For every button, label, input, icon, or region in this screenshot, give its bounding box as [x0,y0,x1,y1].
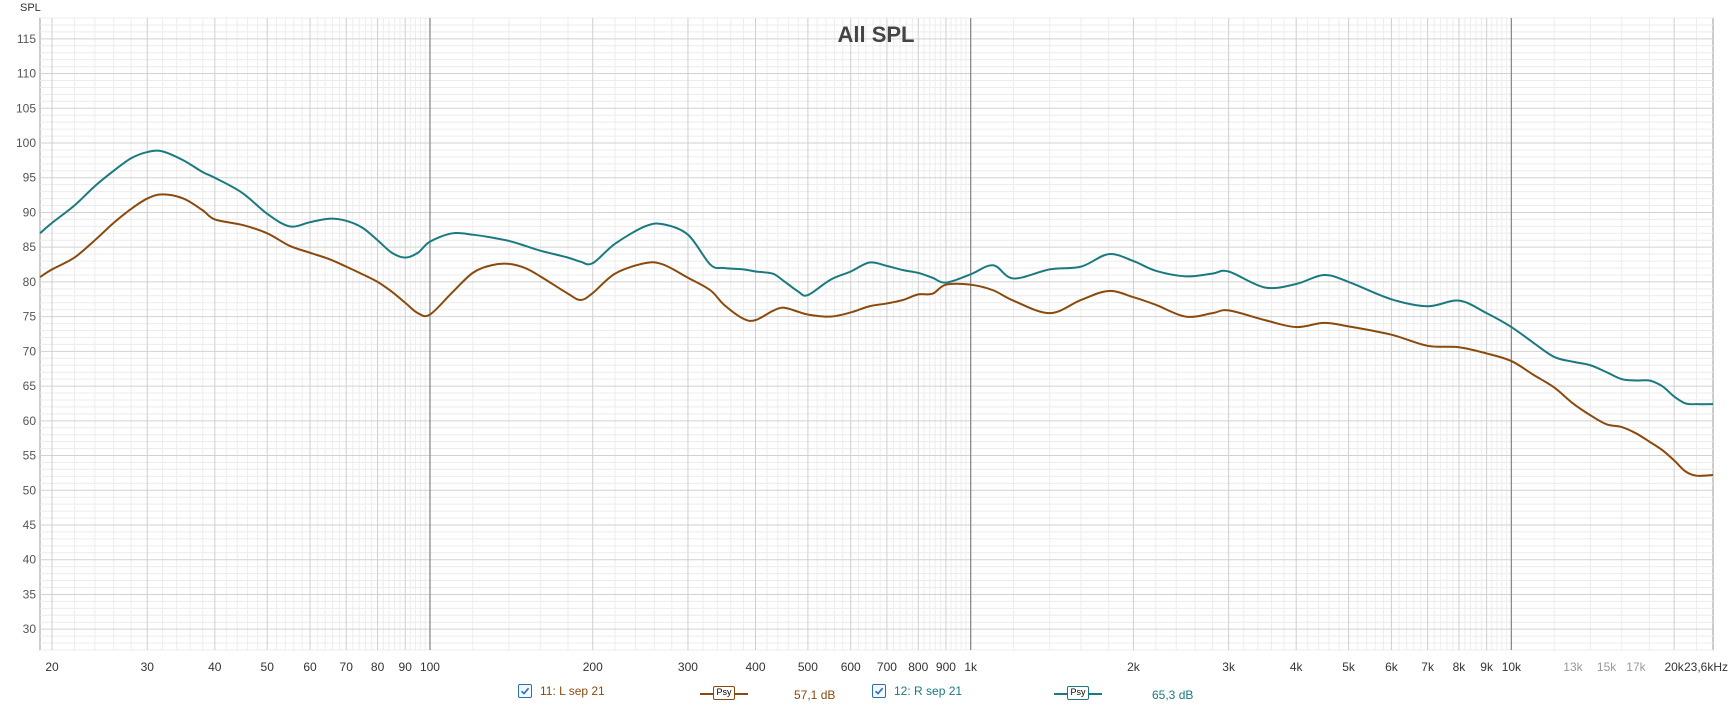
x-tick-label: 2k [1127,660,1141,674]
y-tick-labels: 30 35 40 45 50 55 60 65 70 75 80 85 90 95 100 105 110 115 [16,32,36,636]
y-tick-label: 105 [16,101,36,115]
series-layer [39,149,1714,477]
x-tick-label: 200 [583,660,603,674]
legend: 11: L sep 21 Psy 57,1 dB 12: R sep 21 Ps… [0,680,1732,706]
y-tick-label: 85 [23,240,37,254]
x-tick-label: 90 [399,660,413,674]
y-tick-label: 95 [23,171,37,185]
y-tick-label: 55 [23,449,37,463]
chart-title: All SPL [837,22,914,47]
x-tick-label: 60 [303,660,317,674]
checkbox-checked-icon[interactable] [518,684,532,698]
x-tick-label: 80 [371,660,385,674]
psy-label-r: Psy [1067,686,1089,700]
x-tick-label: 900 [936,660,956,674]
plot-background [39,17,1714,651]
psy-smoothing-control-r[interactable]: Psy [1054,686,1102,700]
x-tick-label: 3k [1222,660,1236,674]
y-tick-label: 40 [23,553,37,567]
psy-label-l: Psy [713,686,735,700]
x-tick-label: 70 [340,660,354,674]
x-tick-label: 300 [678,660,698,674]
x-tick-label: 5k [1342,660,1356,674]
x-tick-label: 500 [798,660,818,674]
x-tick-label: 800 [908,660,928,674]
x-tick-label: 700 [877,660,897,674]
y-tick-label: 90 [23,205,37,219]
x-tick-label: 30 [141,660,155,674]
x-tick-label: 6k [1385,660,1399,674]
legend-value-l: 57,1 dB [794,688,836,702]
legend-item-r[interactable]: 12: R sep 21 [872,684,962,698]
series-line-l [39,193,1714,477]
x-tick-label: 600 [841,660,861,674]
x-tick-label: 100 [420,660,440,674]
x-tick-label: 1k [964,660,978,674]
x-tick-label: 10k [1502,660,1522,674]
x-tick-label: 23,6kHz [1684,660,1728,674]
legend-label-l: 11: L sep 21 [540,684,605,698]
y-tick-label: 80 [23,275,37,289]
y-tick-label: 45 [23,518,37,532]
minor-gridlines [40,17,1713,651]
x-tick-labels: 20 30 40 50 60 70 80 90 100 200 300 400 500 600 700 800… [45,660,1728,674]
y-tick-label: 110 [17,67,36,81]
y-tick-label: 30 [23,622,37,636]
y-tick-label: 115 [17,32,36,46]
y-tick-label: 60 [23,414,37,428]
x-tick-label: 15k [1597,660,1617,674]
legend-item-l[interactable]: 11: L sep 21 [518,684,605,698]
x-tick-label: 20k [1664,660,1684,674]
major-gridlines [40,18,1713,650]
x-tick-label: 50 [261,660,275,674]
spl-chart: 30 35 40 45 50 55 60 65 70 75 80 85 90 95 100 105 110 115… [16,2,1728,674]
y-axis-label: SPL [20,2,41,14]
y-tick-label: 65 [23,379,37,393]
x-tick-label: 40 [208,660,222,674]
legend-value-r: 65,3 dB [1152,688,1194,702]
x-tick-label: 20 [45,660,59,674]
x-tick-label: 4k [1290,660,1304,674]
y-tick-label: 50 [23,483,37,497]
y-tick-label: 75 [23,310,37,324]
y-tick-label: 100 [16,136,36,150]
y-tick-label: 35 [23,587,37,601]
legend-label-r: 12: R sep 21 [894,684,963,698]
psy-smoothing-control-l[interactable]: Psy [700,686,748,700]
y-tick-label: 70 [23,344,37,358]
x-tick-label: 9k [1480,660,1494,674]
x-tick-label: 8k [1453,660,1467,674]
x-tick-label: 7k [1421,660,1435,674]
checkbox-checked-icon[interactable] [872,684,886,698]
series-line-r [39,149,1714,406]
x-tick-label: 13k [1563,660,1583,674]
x-tick-label: 17k [1626,660,1646,674]
x-tick-label: 400 [745,660,765,674]
